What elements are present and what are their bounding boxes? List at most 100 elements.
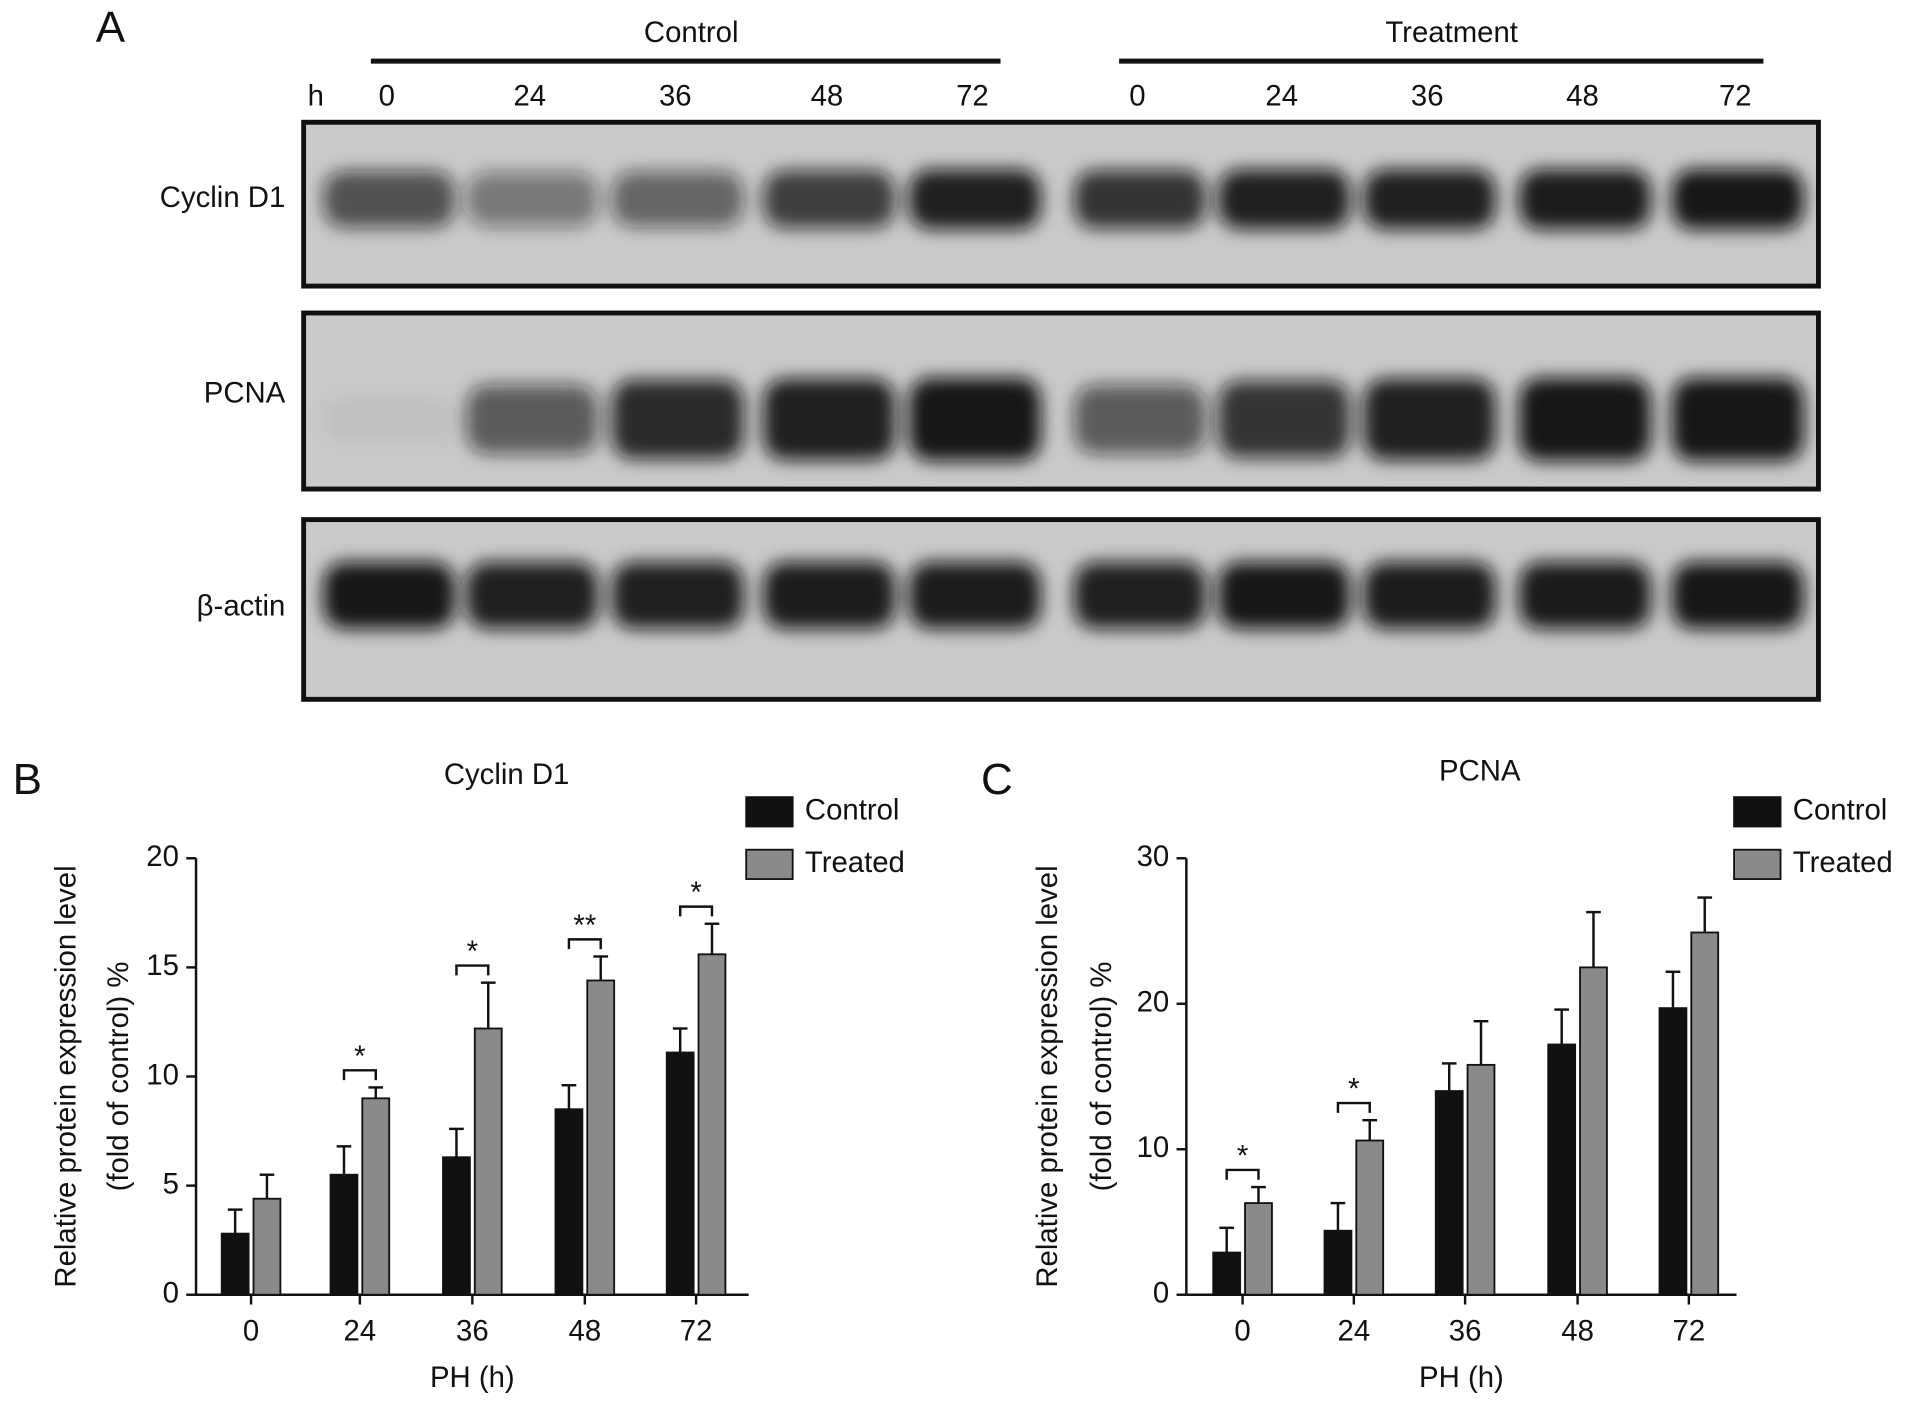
bar: [1466, 1063, 1496, 1296]
error-bar: [672, 1027, 688, 1053]
y-tick-label: 20: [146, 840, 179, 873]
band: [611, 379, 744, 460]
band: [763, 170, 896, 229]
error-bar: [1473, 1019, 1489, 1065]
bar: [554, 1108, 584, 1296]
bar: [1212, 1251, 1242, 1296]
panel-label: C: [981, 755, 1013, 804]
legend-swatch: [1733, 796, 1782, 828]
error-bar: [1219, 1226, 1235, 1253]
error-bar: [1665, 970, 1681, 1009]
significance-bracket: [567, 938, 602, 950]
band: [323, 170, 456, 228]
error-bar: [561, 1084, 577, 1110]
x-tick-label: 48: [569, 1314, 602, 1347]
significance-label: **: [573, 909, 596, 942]
band: [1671, 169, 1804, 230]
x-tick-label: 0: [243, 1314, 259, 1347]
y-tick-label: 10: [146, 1058, 179, 1091]
error-bar: [227, 1208, 243, 1234]
lane-label: 48: [811, 80, 844, 113]
band: [1218, 561, 1351, 629]
significance-bracket: [455, 964, 490, 976]
band: [908, 169, 1041, 230]
row-label: Cyclin D1: [160, 181, 285, 214]
error-bar: [1362, 1118, 1378, 1141]
legend-swatch: [1733, 848, 1782, 880]
y-tick-label: 30: [1137, 840, 1170, 873]
band: [1671, 561, 1804, 629]
lane-label: 48: [1566, 80, 1599, 113]
band: [466, 562, 599, 629]
bar: [252, 1197, 282, 1296]
lane-label: 0: [379, 80, 395, 113]
bar: [1244, 1202, 1273, 1296]
significance-label: *: [354, 1040, 365, 1073]
error-bar: [1697, 896, 1713, 933]
band: [908, 562, 1041, 629]
legend-label: Treated: [805, 846, 905, 879]
band: [1518, 562, 1651, 629]
y-tick-label: 0: [163, 1276, 179, 1309]
x-tick-label: 48: [1561, 1314, 1594, 1347]
significance-label: *: [690, 876, 701, 909]
bar: [586, 979, 616, 1296]
lane-label: 0: [1129, 80, 1145, 113]
error-bar: [259, 1173, 275, 1199]
band: [1363, 562, 1496, 629]
chart-title: Cyclin D1: [444, 758, 570, 791]
bands: [323, 169, 1804, 230]
bar: [1658, 1007, 1688, 1296]
band: [1218, 380, 1351, 458]
bar: [1355, 1139, 1385, 1296]
panel-label: A: [96, 3, 126, 52]
band: [466, 172, 599, 227]
lane-label: 72: [956, 80, 989, 113]
x-tick-label: 0: [1234, 1314, 1250, 1347]
bar: [361, 1097, 391, 1296]
bar: [220, 1232, 250, 1296]
significance-bracket: [1336, 1101, 1371, 1113]
error-bar: [480, 981, 496, 1029]
y-tick-label: 10: [1137, 1131, 1170, 1164]
error-bar: [1554, 1008, 1570, 1045]
bar: [329, 1173, 359, 1296]
band: [763, 378, 896, 461]
y-axis-label: Relative protein expression level: [1031, 865, 1064, 1287]
error-bar: [336, 1145, 352, 1175]
significance-label: *: [1237, 1139, 1248, 1172]
error-bar: [1251, 1185, 1266, 1204]
x-axis-label: PH (h): [1419, 1361, 1504, 1394]
band: [1671, 377, 1804, 462]
band: [611, 562, 744, 629]
bar: [1547, 1043, 1577, 1296]
hours-label: h: [308, 80, 324, 113]
band: [1218, 169, 1351, 230]
band: [1073, 169, 1206, 229]
legend-swatch: [745, 848, 794, 880]
band: [323, 561, 456, 629]
legend-label: Control: [1793, 794, 1888, 827]
x-tick-label: 72: [1673, 1314, 1706, 1347]
bar: [442, 1156, 471, 1296]
y-tick-label: 0: [1153, 1276, 1169, 1309]
x-axis-label: PH (h): [430, 1361, 515, 1394]
band: [763, 562, 896, 629]
panel-label: B: [13, 755, 42, 804]
y-axis-label: (fold of control) %: [1085, 962, 1118, 1192]
band: [1518, 377, 1651, 462]
row-label: PCNA: [204, 377, 286, 410]
band: [1073, 384, 1206, 454]
y-axis-label: Relative protein expression level: [49, 865, 82, 1287]
x-tick-label: 24: [344, 1314, 377, 1347]
error-bar: [704, 922, 720, 955]
error-bar: [368, 1086, 384, 1099]
band: [466, 384, 599, 454]
error-bar: [1586, 910, 1601, 968]
lane-label: 24: [513, 80, 546, 113]
bar: [1323, 1229, 1353, 1296]
error-bar: [1330, 1201, 1346, 1231]
y-axis-label: (fold of control) %: [102, 962, 135, 1192]
legend-label: Treated: [1793, 846, 1893, 879]
